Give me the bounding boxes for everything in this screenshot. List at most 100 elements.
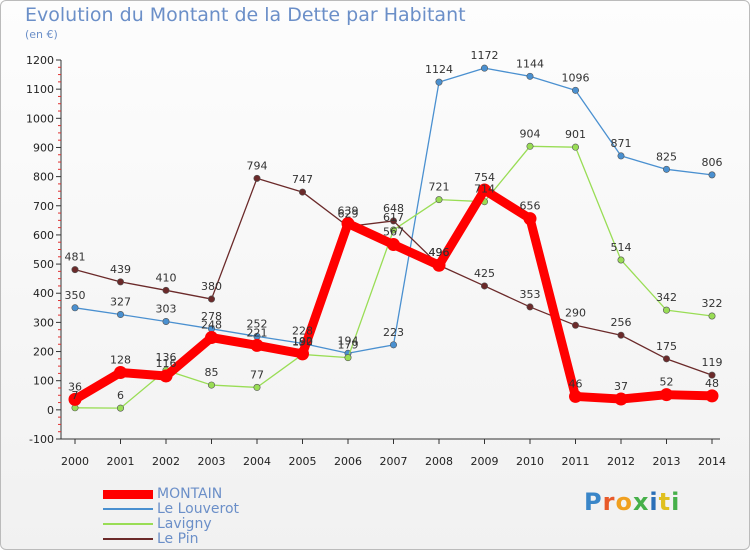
data-labels: 350 327 303 278 252 228 194 223 1124 1172 1144 1096… (65, 49, 723, 402)
data-label-montain: 192 (292, 335, 313, 348)
data-label-le-pin: 481 (65, 251, 86, 264)
data-label-montain: 52 (660, 376, 674, 389)
data-label-le-pin: 256 (611, 316, 632, 329)
data-point-le-pin (708, 371, 716, 379)
data-label-montain: 496 (429, 246, 450, 259)
data-label-le-pin: 629 (338, 207, 359, 220)
data-point-le-pin (571, 321, 579, 329)
data-label-lavigny: 322 (702, 297, 723, 310)
legend-swatch-montain (103, 489, 153, 499)
data-point-lavigny (253, 383, 261, 391)
data-label-lavigny: 617 (383, 211, 404, 224)
data-label-le-louverot: 806 (702, 156, 723, 169)
data-point-montain (341, 217, 355, 231)
legend-label-le-louverot: Le Louverot (157, 501, 240, 517)
data-label-le-louverot: 194 (338, 334, 359, 347)
data-point-montain (387, 238, 400, 252)
data-point-le-louverot (117, 311, 125, 319)
data-label-montain: 36 (68, 380, 82, 393)
x-tick-label: 2009 (471, 455, 499, 468)
data-label-le-louverot: 228 (292, 324, 313, 337)
y-tick-label: 800 (33, 171, 54, 184)
data-label-le-pin: 648 (383, 202, 404, 215)
data-label-le-pin: 794 (247, 159, 268, 172)
data-point-montain (614, 392, 628, 406)
data-label-lavigny: 901 (565, 128, 586, 141)
data-label-le-louverot: 1172 (471, 49, 499, 62)
data-point-le-pin (162, 286, 170, 294)
data-label-montain: 639 (338, 205, 359, 218)
x-tick-label: 2010 (516, 455, 544, 468)
x-tick-label: 2001 (107, 455, 135, 468)
data-point-montain (660, 388, 673, 402)
legend-swatch-lavigny (103, 523, 153, 525)
data-point-montain (296, 347, 309, 361)
x-tick-label: 2013 (653, 455, 681, 468)
x-tick-label: 2004 (243, 455, 271, 468)
data-point-lavigny (389, 226, 397, 234)
data-label-le-pin: 380 (201, 280, 222, 293)
data-label-le-louverot: 252 (247, 317, 268, 330)
data-label-lavigny: 514 (611, 241, 632, 254)
x-tick-label: 2005 (289, 455, 317, 468)
y-tick-label: 0 (47, 404, 54, 417)
data-point-le-louverot (480, 64, 488, 72)
data-point-le-louverot (526, 72, 534, 80)
data-label-le-louverot: 1096 (562, 71, 590, 84)
y-tick-label: 700 (33, 200, 54, 213)
data-label-lavigny: 179 (338, 339, 359, 352)
data-label-lavigny: 714 (474, 183, 495, 196)
data-point-montain (159, 369, 173, 383)
data-point-le-pin (526, 303, 534, 311)
series-lines (68, 64, 719, 412)
data-label-le-louverot: 303 (156, 303, 177, 316)
data-label-le-louverot: 1144 (516, 57, 544, 70)
data-label-lavigny: 136 (156, 351, 177, 364)
data-point-le-louverot (571, 86, 579, 94)
x-tick-label: 2011 (562, 455, 590, 468)
data-point-lavigny (708, 312, 716, 320)
x-tick-label: 2006 (334, 455, 362, 468)
series-le-pin (71, 174, 716, 379)
data-point-lavigny (571, 143, 579, 151)
data-label-le-pin: 175 (656, 340, 677, 353)
y-tick-label: 1200 (26, 54, 54, 67)
axes: -100 0 100 200 300 400 500 600 700 800 900 1000 1100… (26, 54, 726, 468)
data-label-le-louverot: 327 (110, 296, 131, 309)
data-label-montain: 48 (705, 377, 719, 390)
y-tick-label: 500 (33, 258, 54, 271)
data-point-le-pin (389, 217, 397, 225)
data-label-lavigny: 7 (72, 389, 79, 402)
legend-swatch-le-louverot (103, 508, 153, 510)
data-label-lavigny: 342 (656, 291, 677, 304)
x-tick-label: 2000 (61, 455, 89, 468)
y-tick-label: 200 (33, 346, 54, 359)
data-label-montain: 221 (247, 326, 268, 339)
series-montain (68, 183, 719, 406)
data-point-lavigny (617, 256, 625, 264)
data-label-montain: 46 (569, 377, 583, 390)
y-tick-label: -100 (29, 433, 54, 446)
legend-label-montain: MONTAIN (157, 486, 223, 502)
data-point-le-louverot (435, 78, 443, 86)
data-label-lavigny: 77 (250, 368, 264, 381)
data-point-lavigny (662, 306, 670, 314)
data-point-montain (432, 258, 446, 272)
proxiti-logo: Proxiti (584, 488, 681, 516)
data-point-montain (114, 366, 127, 380)
data-label-le-pin: 425 (474, 267, 495, 280)
data-point-montain (705, 389, 719, 403)
legend-label-lavigny: Lavigny (157, 516, 212, 532)
data-point-le-pin (298, 188, 306, 196)
data-label-le-louverot: 223 (383, 326, 404, 339)
y-tick-label: 100 (33, 375, 54, 388)
data-point-le-pin (617, 331, 625, 339)
data-label-montain: 116 (156, 357, 177, 370)
y-tick-label: 1000 (26, 112, 54, 125)
data-point-lavigny (208, 381, 216, 389)
y-tick-label: 600 (33, 229, 54, 242)
y-tick-label: 900 (33, 141, 54, 154)
x-tick-label: 2014 (698, 455, 726, 468)
y-tick-label: 300 (33, 316, 54, 329)
